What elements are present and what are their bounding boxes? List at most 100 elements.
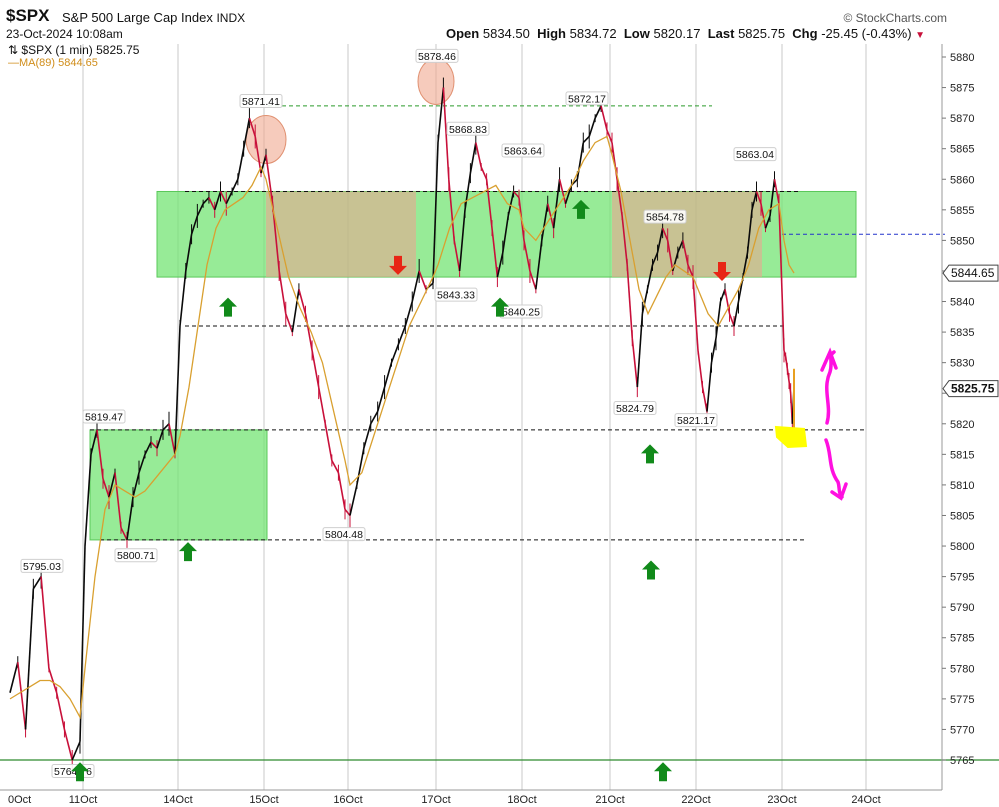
x-tick-label: 16Oct	[333, 794, 362, 806]
price-annotation: 5795.03	[20, 558, 64, 573]
annotation-box	[733, 147, 777, 162]
annotation-box	[114, 548, 158, 563]
price-segment	[661, 227, 669, 241]
annotation-label: 5821.17	[677, 415, 715, 427]
x-tick-label: 24Oct	[851, 794, 880, 806]
y-tick-label: 5875	[950, 83, 974, 95]
price-segment	[16, 662, 27, 730]
price-segment	[376, 386, 386, 412]
price-segment	[144, 441, 152, 455]
price-segment	[265, 154, 274, 204]
price-segment	[383, 362, 393, 388]
price-segment	[475, 142, 482, 168]
price-segment	[755, 191, 762, 204]
y-tick-label: 5790	[950, 602, 974, 614]
price-segment	[71, 741, 81, 761]
price-segment	[337, 472, 346, 510]
price-segment	[304, 313, 313, 351]
arrow-down-icon	[713, 261, 731, 281]
ma-price-tag-label: 5844.65	[951, 266, 995, 280]
price-segment	[682, 240, 689, 266]
chg-label: Chg	[792, 26, 818, 41]
price-segment	[448, 179, 455, 241]
price-annotation: 5863.04	[733, 147, 777, 162]
price-segment	[174, 325, 181, 455]
arrow-up-icon	[572, 199, 590, 219]
price-segment	[496, 252, 504, 278]
annotation-label: 5804.48	[325, 529, 363, 541]
price-segment	[40, 576, 50, 669]
price-segment	[701, 386, 708, 412]
price-segment	[540, 203, 549, 241]
high-value: 5834.72	[569, 26, 617, 41]
price-segment	[168, 423, 176, 455]
price-segment	[773, 179, 780, 204]
price-segment	[132, 472, 140, 498]
price-segment	[196, 203, 204, 217]
price-segment	[687, 264, 694, 278]
index-name-text: S&P 500 Large Cap Index	[62, 10, 213, 25]
price-legend-icon: ⇅	[8, 43, 19, 57]
arrow-up-icon	[71, 762, 89, 782]
price-segment	[442, 87, 450, 180]
price-segment	[576, 142, 585, 180]
price-annotation: 5863.64	[501, 143, 545, 158]
peak-circles	[245, 57, 455, 165]
price-segment	[778, 203, 785, 351]
price-segment	[390, 344, 400, 363]
price-segment	[706, 362, 713, 412]
price-segment	[546, 203, 555, 229]
price-segment	[24, 588, 35, 730]
price-segment	[564, 185, 573, 204]
price-segment	[90, 429, 98, 455]
last-price-tag: 5825.75	[942, 380, 999, 398]
price-annotation: 5840.25	[499, 304, 543, 319]
peak-circle-1	[417, 57, 455, 105]
price-segment	[219, 191, 228, 205]
low-value: 5820.17	[653, 26, 701, 41]
last-value: 5825.75	[738, 26, 786, 41]
ma-line	[9, 135, 795, 720]
arrow-up-icon	[219, 297, 237, 317]
price-segment	[656, 228, 664, 253]
price-segment	[432, 142, 439, 284]
price-segment	[208, 197, 216, 211]
arrow-down-icon	[389, 255, 407, 275]
price-segment	[9, 661, 19, 693]
chg-down-icon: ▼	[915, 30, 926, 41]
price-segment	[102, 478, 110, 498]
price-segment	[621, 215, 628, 265]
price-legend: ⇅ $SPX (1 min) 5825.75	[8, 43, 139, 57]
annotation-box	[613, 401, 657, 416]
price-annotation: 5821.17	[674, 413, 718, 428]
price-segment	[507, 191, 515, 217]
price-segment	[480, 166, 488, 180]
ma-price-tag-box	[942, 264, 999, 282]
last-label: Last	[707, 26, 735, 41]
price-segment	[248, 117, 256, 137]
price-segment	[190, 215, 199, 235]
symbol-title: $SPX	[6, 6, 50, 25]
price-segment	[202, 197, 210, 205]
y-tick-label: 5805	[950, 510, 974, 522]
axes: 5765 5770 5775 5780 5785 5790 5795 5800 5805 5810…	[0, 44, 999, 806]
price-segment	[692, 277, 699, 351]
annotation-label: 5800.71	[117, 550, 155, 562]
grid-lines	[82, 44, 867, 790]
open-label: Open	[446, 26, 480, 41]
chart-date: 23-Oct-2024 10:08am	[6, 27, 123, 41]
annotation-label: 5843.33	[437, 290, 475, 302]
annotation-label: 5764.76	[54, 766, 92, 778]
ma-legend-icon: —	[8, 57, 19, 69]
magenta-up-arrow-icon	[820, 347, 838, 425]
stockcharts-brand[interactable]: © StockCharts.com	[843, 11, 947, 25]
price-segment	[594, 105, 602, 119]
ma-series	[9, 135, 795, 720]
price-legend-text: $SPX (1 min) 5825.75	[21, 43, 140, 57]
y-tick-label: 5830	[950, 358, 974, 370]
price-segment	[606, 130, 613, 143]
price-segment	[184, 234, 193, 272]
price-segment	[237, 148, 245, 180]
x-tick-label: 15Oct	[249, 794, 278, 806]
price-segment	[552, 179, 561, 229]
